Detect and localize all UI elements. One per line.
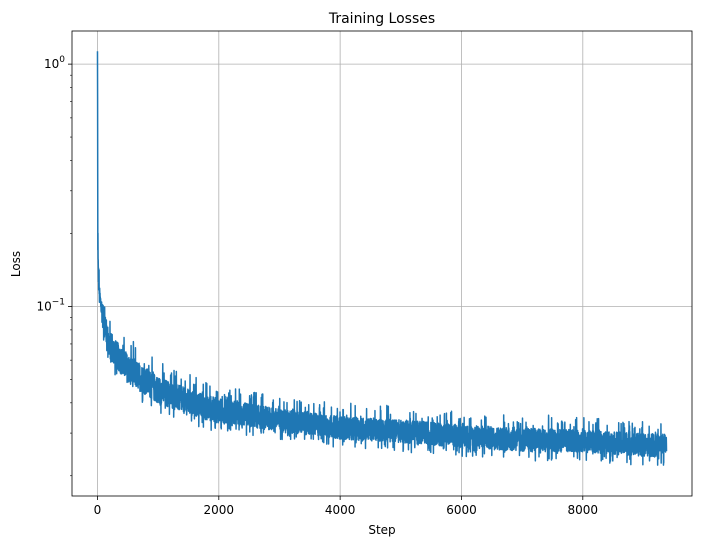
x-tick-label: 4000 (325, 503, 356, 517)
axes (71, 30, 693, 497)
plot-frame (71, 30, 693, 497)
ticks: 0 2000 4000 6000 8000 100 10−1 (36, 55, 598, 517)
y-tick-label: 100 (44, 55, 65, 71)
series-layer (96, 51, 668, 466)
grid (72, 31, 692, 496)
chart-title: Training Losses (328, 11, 435, 27)
x-tick-label: 6000 (446, 503, 477, 517)
loss-series-line (96, 51, 668, 466)
x-tick-label: 2000 (204, 503, 235, 517)
x-axis-label: Step (368, 523, 395, 537)
x-tick-label: 0 (94, 503, 102, 517)
y-axis-label: Loss (9, 251, 23, 277)
x-tick-label: 8000 (568, 503, 599, 517)
y-tick-label: 10−1 (36, 297, 65, 313)
